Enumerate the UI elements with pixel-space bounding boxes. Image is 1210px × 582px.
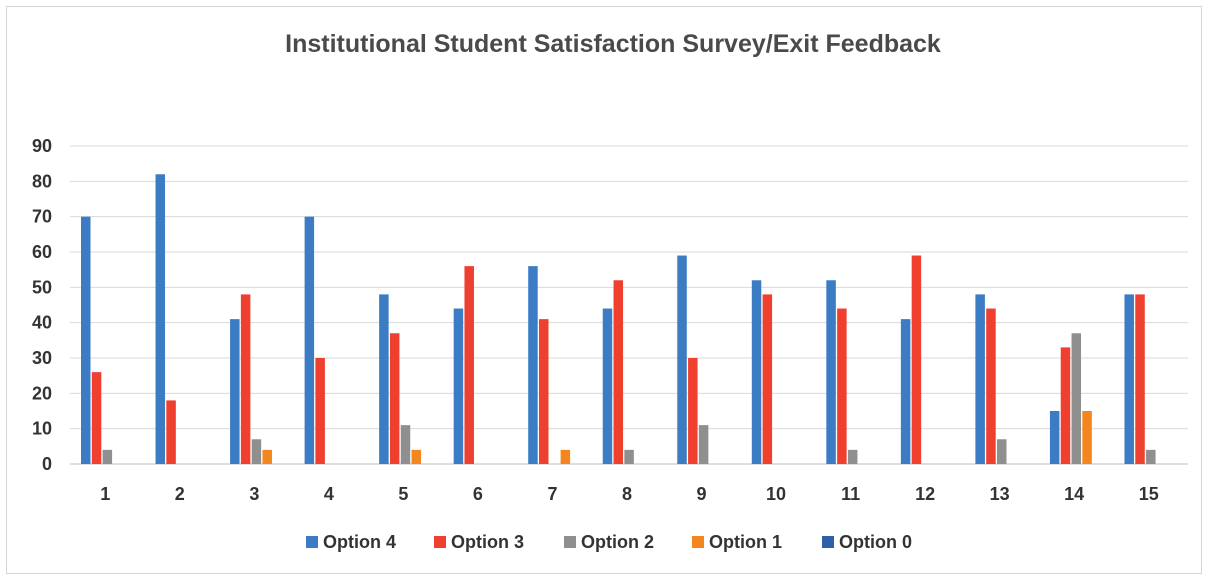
- x-tick-label: 11: [841, 484, 860, 504]
- bar-option-2-cat-3: [251, 439, 262, 464]
- x-tick-label: 9: [697, 484, 707, 504]
- bar-option-3-cat-4: [315, 358, 325, 464]
- bar-option-2-cat-14: [1071, 333, 1082, 464]
- bar-option-2-cat-13: [997, 439, 1007, 464]
- bar-option-3-cat-3: [240, 294, 251, 464]
- x-tick-label: 12: [915, 484, 935, 504]
- bar-option-4-cat-6: [453, 308, 464, 464]
- x-tick-label: 3: [249, 484, 259, 504]
- y-tick-label: 20: [32, 383, 52, 403]
- y-tick-label: 90: [32, 136, 52, 156]
- y-tick-label: 60: [32, 242, 52, 262]
- bar-option-3-cat-14: [1060, 347, 1071, 464]
- bar-option-2-cat-5: [400, 425, 411, 464]
- bar-option-4-cat-7: [528, 266, 538, 464]
- bar-option-2-cat-1: [102, 449, 113, 464]
- y-tick-label: 10: [32, 419, 52, 439]
- x-tick-label: 1: [100, 484, 110, 504]
- y-tick-label: 80: [32, 171, 52, 191]
- y-tick-label: 70: [32, 207, 52, 227]
- bar-option-3-cat-11: [837, 308, 847, 464]
- x-tick-label: 10: [766, 484, 786, 504]
- x-tick-label: 7: [547, 484, 557, 504]
- x-axis-ticks: 1 2 3 4 5 6 7 8 9 10 11 12 13 14 15: [100, 484, 1158, 504]
- bar-option-3-cat-7: [539, 319, 549, 464]
- x-tick-label: 8: [622, 484, 632, 504]
- bar-option-3-cat-9: [688, 358, 698, 464]
- bar-option-2-cat-15: [1146, 449, 1156, 464]
- y-tick-label: 30: [32, 348, 52, 368]
- chart-frame: [6, 6, 1202, 574]
- x-tick-label: 5: [398, 484, 408, 504]
- bar-option-3-cat-12: [911, 255, 922, 464]
- legend-swatch-option-4: [306, 536, 318, 548]
- bar-option-3-cat-5: [389, 333, 400, 464]
- bar-option-1-cat-7: [560, 449, 571, 464]
- legend-label: Option 4: [323, 532, 396, 552]
- bar-option-4-cat-13: [975, 294, 985, 464]
- bar-option-4-cat-10: [751, 280, 762, 464]
- bar-option-4-cat-4: [304, 216, 315, 464]
- y-tick-label: 50: [32, 277, 52, 297]
- bar-option-3-cat-8: [613, 280, 624, 464]
- bar-option-4-cat-5: [379, 294, 389, 464]
- chart-title: Institutional Student Satisfaction Surve…: [285, 30, 941, 58]
- x-tick-label: 6: [473, 484, 483, 504]
- bar-option-4-cat-12: [900, 319, 911, 464]
- x-tick-label: 2: [175, 484, 185, 504]
- x-tick-label: 15: [1139, 484, 1159, 504]
- bar-option-4-cat-9: [677, 255, 687, 464]
- bar-option-1-cat-3: [262, 449, 272, 464]
- bar-option-1-cat-14: [1082, 411, 1092, 464]
- bar-option-2-cat-11: [847, 449, 858, 464]
- bar-option-3-cat-6: [464, 266, 474, 464]
- bar-option-1-cat-5: [411, 449, 422, 464]
- bar-option-4-cat-11: [826, 280, 836, 464]
- bar-option-2-cat-8: [624, 449, 634, 464]
- y-tick-label: 40: [32, 313, 52, 333]
- bar-option-3-cat-2: [166, 400, 176, 464]
- legend-swatch-option-2: [564, 536, 576, 548]
- x-tick-label: 13: [990, 484, 1010, 504]
- bar-option-3-cat-15: [1135, 294, 1145, 464]
- bar-option-4-cat-1: [81, 216, 91, 464]
- x-tick-label: 14: [1064, 484, 1084, 504]
- y-tick-label: 0: [42, 454, 52, 474]
- bar-option-2-cat-9: [698, 425, 709, 464]
- legend-swatch-option-0: [822, 536, 834, 548]
- legend-swatch-option-3: [434, 536, 446, 548]
- y-axis-ticks: 0 10 20 30 40 50 60 70 80 90: [32, 136, 52, 474]
- bar-option-4-cat-2: [155, 174, 166, 464]
- bar-option-4-cat-14: [1049, 411, 1060, 464]
- bar-option-3-cat-10: [762, 294, 773, 464]
- legend-label: Option 0: [839, 532, 912, 552]
- legend-swatch-option-1: [692, 536, 704, 548]
- legend-label: Option 1: [709, 532, 782, 552]
- bar-option-4-cat-3: [230, 319, 240, 464]
- bar-option-4-cat-15: [1124, 294, 1134, 464]
- bar-option-4-cat-8: [602, 308, 613, 464]
- bar-option-3-cat-1: [91, 372, 102, 464]
- legend-label: Option 2: [581, 532, 654, 552]
- bar-option-3-cat-13: [986, 308, 996, 464]
- x-tick-label: 4: [324, 484, 334, 504]
- legend: Option 4 Option 3 Option 2 Option 1 Option 0: [306, 532, 912, 552]
- legend-label: Option 3: [451, 532, 524, 552]
- gridlines: [70, 145, 1188, 465]
- bars: [81, 174, 1156, 464]
